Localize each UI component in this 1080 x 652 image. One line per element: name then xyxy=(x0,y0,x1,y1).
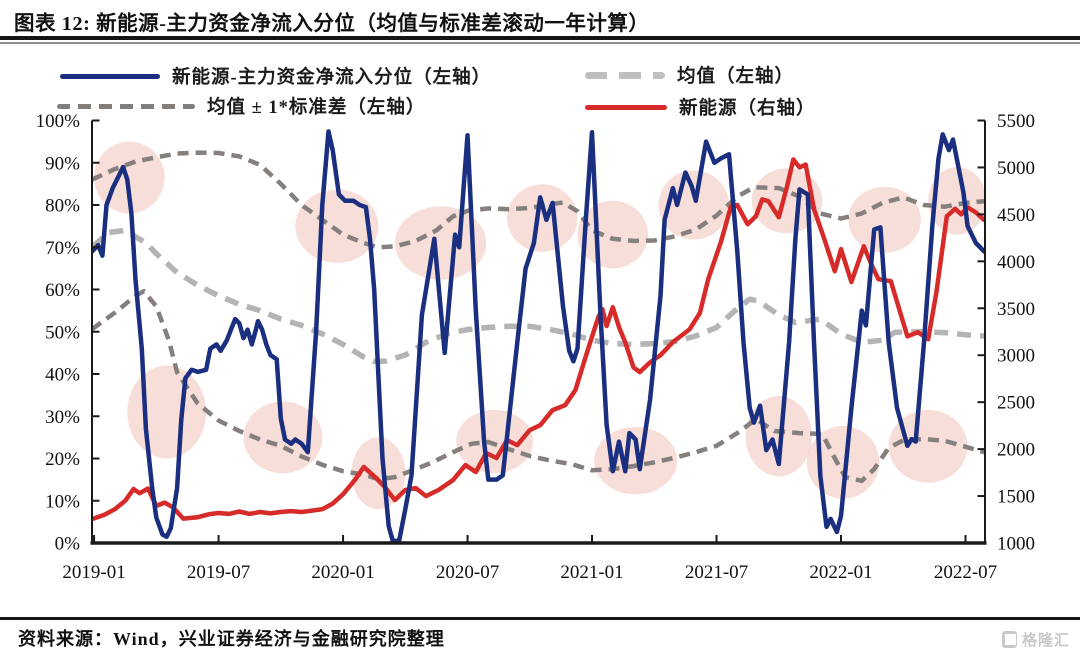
x-axis-tick-label: 2020-07 xyxy=(436,562,499,583)
right-axis-tick-label: 4000 xyxy=(997,252,1035,273)
left-axis-tick-label: 50% xyxy=(45,322,80,343)
legend-item-percentile: 新能源-主力资金净流入分位（左轴） xyxy=(60,66,492,88)
logo-icon xyxy=(1001,631,1017,648)
figure-title: 图表 12: 新能源-主力资金净流入分位（均值与标准差滚动一年计算） xyxy=(14,13,650,35)
left-axis-tick-label: 60% xyxy=(45,280,80,301)
dark-dashed-swatch xyxy=(57,103,195,109)
gelonghui-logo: 格隆汇 xyxy=(1001,629,1070,650)
highlight-circle xyxy=(888,409,968,483)
right-axis-tick-label: 3000 xyxy=(997,346,1035,367)
legend-item-index: 新能源（右轴） xyxy=(585,97,816,119)
right-axis-tick-label: 5000 xyxy=(997,158,1035,179)
highlight-circle xyxy=(594,426,678,495)
right-axis-tick-label: 3500 xyxy=(997,299,1035,320)
legend-label-percentile: 新能源-主力资金净流入分位（左轴） xyxy=(172,68,492,88)
right-axis-tick-label: 5500 xyxy=(997,111,1035,132)
footer-divider xyxy=(0,617,1080,620)
highlight-circle xyxy=(351,437,406,510)
plot-area xyxy=(91,129,986,544)
highlight-circle xyxy=(751,168,823,234)
highlight-circle xyxy=(506,184,578,252)
left-axis-tick-label: 30% xyxy=(45,407,80,428)
title-divider-thin xyxy=(0,42,1080,44)
left-axis-tick-label: 100% xyxy=(36,111,81,132)
x-axis-tick-label: 2022-01 xyxy=(809,562,872,583)
legend-label-index: 新能源（右轴） xyxy=(679,99,816,119)
x-axis-tick-label: 2022-07 xyxy=(934,562,997,583)
highlight-circle xyxy=(848,186,921,253)
series-percentile-blue-line xyxy=(91,129,986,544)
left-axis-tick-label: 0% xyxy=(55,534,81,555)
x-axis-tick-label: 2021-07 xyxy=(685,562,748,583)
x-axis-tick-label: 2020-01 xyxy=(311,562,374,583)
left-axis-tick-label: 70% xyxy=(45,238,80,259)
right-axis-tick-label: 4500 xyxy=(997,205,1035,226)
left-axis-tick-label: 80% xyxy=(45,196,80,217)
legend-item-band: 均值 ± 1*标准差（左轴） xyxy=(57,96,426,118)
series-index-red-line xyxy=(91,157,986,522)
right-axis-tick-label: 2500 xyxy=(997,393,1035,414)
series-mean-line xyxy=(91,227,985,365)
right-axis-tick-label: 1500 xyxy=(997,487,1035,508)
x-axis-tick-label: 2019-01 xyxy=(62,562,125,583)
highlight-circle xyxy=(658,170,729,240)
highlight-circle xyxy=(456,409,533,474)
x-axis-tick-label: 2021-01 xyxy=(560,562,623,583)
highlight-circle xyxy=(127,365,207,459)
legend-label-mean: 均值（左轴） xyxy=(677,67,795,87)
x-axis-tick-label: 2019-07 xyxy=(187,562,250,583)
gray-dashed-swatch xyxy=(585,71,665,79)
legend-item-mean: 均值（左轴） xyxy=(585,65,795,87)
title-divider xyxy=(0,36,1080,40)
highlight-circle xyxy=(295,189,379,263)
blue-line-swatch xyxy=(60,73,160,79)
legend-label-band: 均值 ± 1*标准差（左轴） xyxy=(207,98,426,118)
source-text: 资料来源：Wind，兴业证券经济与金融研究院整理 xyxy=(18,629,445,649)
red-line-swatch xyxy=(585,104,667,110)
left-axis-tick-label: 20% xyxy=(45,449,80,470)
logo-text: 格隆汇 xyxy=(1021,633,1070,649)
highlight-circle xyxy=(928,166,986,235)
left-axis-tick-label: 90% xyxy=(45,153,80,174)
right-axis-tick-label: 1000 xyxy=(997,534,1035,555)
left-axis-tick-label: 40% xyxy=(45,365,80,386)
highlight-circle xyxy=(394,206,487,280)
left-axis-tick-label: 10% xyxy=(45,491,80,512)
right-axis-tick-label: 2000 xyxy=(997,440,1035,461)
